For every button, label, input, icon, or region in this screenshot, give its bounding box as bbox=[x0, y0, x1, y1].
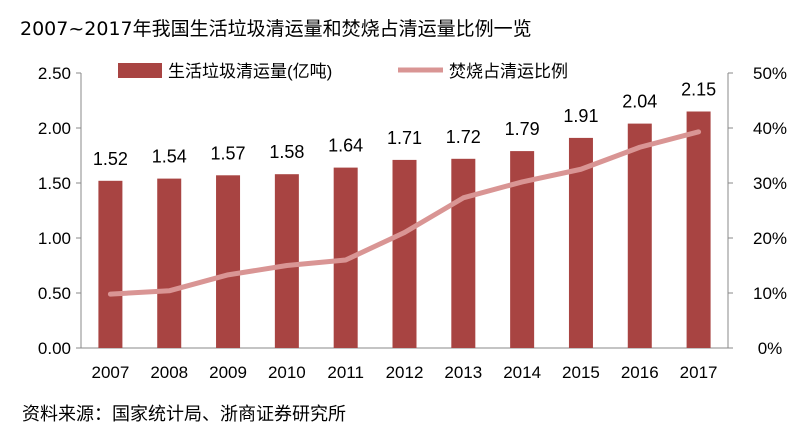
x-tick-label: 2010 bbox=[268, 363, 306, 382]
x-tick-label: 2012 bbox=[386, 363, 424, 382]
bar bbox=[216, 175, 241, 348]
bar-data-label: 2.04 bbox=[622, 92, 657, 112]
bar bbox=[451, 158, 476, 348]
bar-data-label: 2.15 bbox=[681, 80, 716, 100]
right-tick-label: 20% bbox=[753, 229, 787, 248]
bar-data-label: 1.64 bbox=[328, 136, 363, 156]
left-tick-label: 1.50 bbox=[38, 174, 71, 193]
right-tick-label: 30% bbox=[753, 174, 787, 193]
bar bbox=[627, 123, 652, 348]
x-tick-label: 2007 bbox=[91, 363, 129, 382]
legend-bar-label: 生活垃圾清运量(亿吨) bbox=[168, 62, 332, 81]
x-tick-label: 2011 bbox=[327, 363, 364, 382]
left-tick-label: 0.50 bbox=[38, 284, 71, 303]
bar-data-label: 1.54 bbox=[152, 147, 187, 167]
right-tick-label: 0% bbox=[758, 339, 783, 358]
bar bbox=[98, 180, 123, 348]
bar bbox=[392, 159, 417, 348]
bar bbox=[274, 174, 299, 348]
chart-title: 2007~2017年我国生活垃圾清运量和焚烧占清运量比例一览 bbox=[20, 18, 532, 40]
bar-data-label: 1.72 bbox=[446, 127, 481, 147]
source-note: 资料来源：国家统计局、浙商证券研究所 bbox=[22, 404, 346, 425]
x-tick-label: 2015 bbox=[562, 363, 600, 382]
bar bbox=[157, 178, 182, 348]
bar-data-label: 1.79 bbox=[505, 119, 540, 139]
right-tick-label: 50% bbox=[753, 64, 787, 83]
right-tick-label: 40% bbox=[753, 119, 787, 138]
bar-data-label: 1.71 bbox=[387, 128, 422, 148]
x-tick-label: 2016 bbox=[621, 363, 659, 382]
left-tick-label: 1.00 bbox=[38, 229, 71, 248]
x-tick-label: 2013 bbox=[444, 363, 482, 382]
bar-data-label: 1.91 bbox=[563, 106, 598, 126]
legend-bar-swatch bbox=[118, 63, 162, 78]
left-tick-label: 2.00 bbox=[38, 119, 71, 138]
x-tick-label: 2009 bbox=[209, 363, 247, 382]
bar-data-label: 1.58 bbox=[269, 142, 304, 162]
x-tick-label: 2008 bbox=[150, 363, 188, 382]
left-tick-label: 0.00 bbox=[38, 339, 71, 358]
x-tick-label: 2017 bbox=[680, 363, 718, 382]
bar-data-label: 1.52 bbox=[93, 149, 128, 169]
legend-line-label: 焚烧占清运比例 bbox=[449, 62, 568, 81]
x-tick-label: 2014 bbox=[503, 363, 541, 382]
left-tick-label: 2.50 bbox=[38, 64, 71, 83]
bar-data-label: 1.57 bbox=[211, 143, 246, 163]
bar bbox=[686, 111, 711, 348]
right-tick-label: 10% bbox=[753, 284, 787, 303]
